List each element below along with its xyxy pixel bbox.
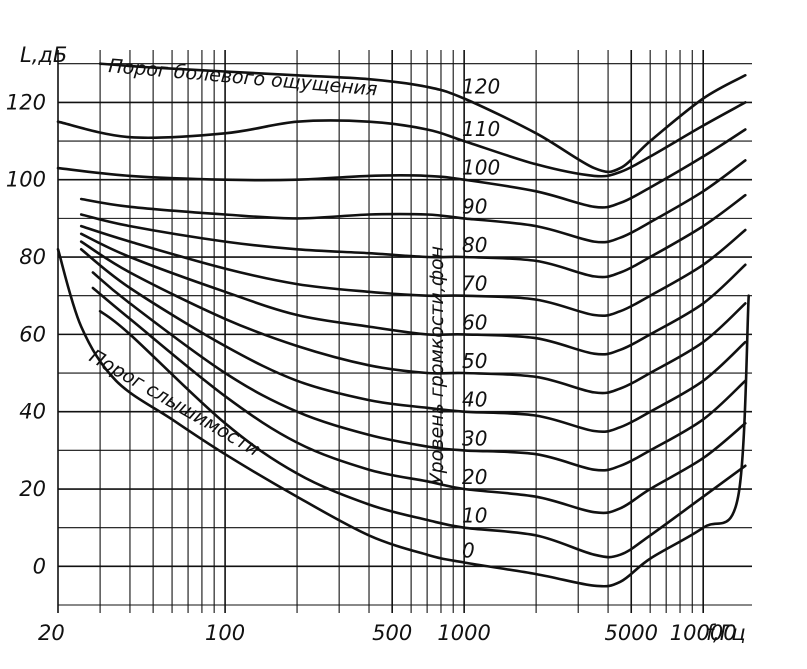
y-tick-label: 40 xyxy=(19,400,46,424)
x-tick-label: 500 xyxy=(372,621,412,645)
y-tick-label: 80 xyxy=(19,245,46,269)
curve-level-label-60: 60 xyxy=(462,310,487,334)
curve-level-label-70: 70 xyxy=(462,272,487,296)
x-tick-label: 10000 xyxy=(670,621,737,645)
loudness-curve-120 xyxy=(98,62,747,174)
loudness-curve-80 xyxy=(79,193,747,279)
loudness-curve-90 xyxy=(79,159,747,244)
loudness-curve-110 xyxy=(56,101,747,178)
loudness-curve-10 xyxy=(98,309,747,559)
y-tick-label: 120 xyxy=(6,90,46,114)
pain-threshold-label: Порог болевого ощущения xyxy=(108,55,379,100)
loudness-level-label: Уровень громкости,фон xyxy=(426,246,448,485)
curve-level-label-110: 110 xyxy=(462,117,500,141)
x-tick-label: 100 xyxy=(205,621,245,645)
y-tick-label: 0 xyxy=(33,554,46,578)
y-axis-label: L,дБ xyxy=(20,43,67,67)
loudness-curve-70 xyxy=(79,224,747,317)
curve-level-label-10: 10 xyxy=(462,504,487,528)
curve-level-label-90: 90 xyxy=(462,194,487,218)
curve-level-label-20: 20 xyxy=(462,465,487,489)
loudness-curve-0 xyxy=(56,248,750,588)
loudness-curve-40 xyxy=(79,248,747,433)
curve-level-label-0: 0 xyxy=(462,538,475,562)
x-axis-label: f,Гц xyxy=(706,621,746,645)
x-tick-label: 20 xyxy=(38,621,65,645)
loudness-curve-50 xyxy=(79,240,747,395)
loudness-curve-60 xyxy=(79,232,747,356)
curve-level-label-120: 120 xyxy=(462,75,500,99)
curve-level-label-80: 80 xyxy=(462,233,487,257)
curve-level-label-30: 30 xyxy=(462,426,487,450)
curve-level-label-100: 100 xyxy=(462,156,500,180)
y-tick-label: 20 xyxy=(19,477,46,501)
x-tick-label: 5000 xyxy=(605,621,658,645)
curve-level-label-50: 50 xyxy=(462,349,487,373)
y-tick-label: 60 xyxy=(19,322,46,346)
y-tick-label: 100 xyxy=(6,168,46,192)
x-tick-label: 1000 xyxy=(437,621,490,645)
curve-level-label-40: 40 xyxy=(462,388,487,412)
loudness-curve-100 xyxy=(56,128,747,209)
loudness-curve-20 xyxy=(91,286,747,515)
grid xyxy=(57,50,752,613)
loudness-curve-30 xyxy=(91,271,747,472)
hearing-threshold-label: Порог слышимости xyxy=(86,345,264,460)
loudness-curves xyxy=(56,62,750,588)
